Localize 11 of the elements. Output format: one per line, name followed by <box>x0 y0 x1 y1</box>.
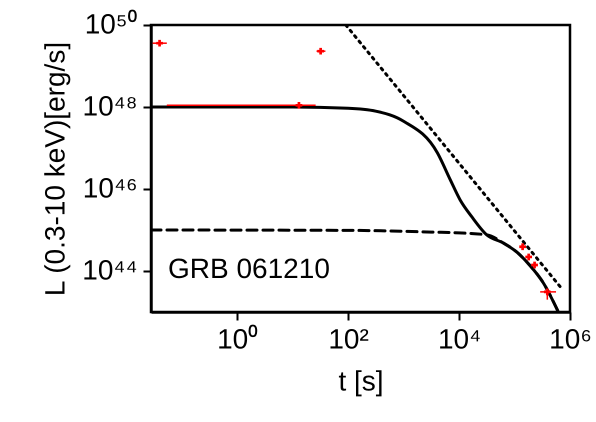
y-tick-label: 10⁴⁸ <box>82 90 138 122</box>
y-tick-label: 10⁴⁶ <box>82 172 138 204</box>
annotation: GRB 061210 <box>168 253 330 284</box>
x-tick-label: 10² <box>328 324 369 354</box>
x-tick-label: 10⁴ <box>438 324 482 354</box>
y-axis-title: L (0.3-10 keV)[erg/s] <box>39 42 70 296</box>
x-tick-label: 10⁶ <box>549 324 592 354</box>
y-tick-label: 10⁵⁰ <box>84 8 138 40</box>
x-axis-title: t [s] <box>338 366 384 396</box>
y-tick-label: 10⁴⁴ <box>82 254 138 286</box>
x-tick-label: 10⁰ <box>217 324 258 354</box>
